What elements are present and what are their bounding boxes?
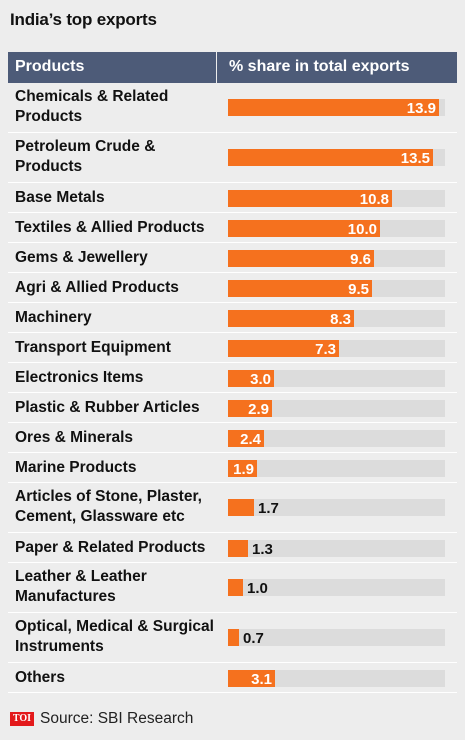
bar <box>228 280 372 297</box>
source-note: Source: SBI Research <box>40 710 194 727</box>
bar <box>228 220 380 237</box>
table-row: Agri & Allied Products 9.5 <box>8 273 457 303</box>
category-label: Gems & Jewellery <box>15 249 148 266</box>
bar-track: 10.8 <box>228 190 445 208</box>
bar <box>228 540 248 557</box>
category-label: Marine Products <box>15 459 137 476</box>
data-label: 2.4 <box>240 431 261 448</box>
bar-track: 0.7 <box>228 629 445 647</box>
category-label: Agri & Allied Products <box>15 279 179 296</box>
table-row: Ores & Minerals 2.4 <box>8 423 457 453</box>
table-row: Machinery 8.3 <box>8 303 457 333</box>
bar-track: 10.0 <box>228 220 445 238</box>
data-label: 9.6 <box>350 251 371 268</box>
category-label: Paper & Related Products <box>15 539 206 556</box>
data-label: 7.3 <box>315 341 336 358</box>
data-label: 13.9 <box>406 100 436 117</box>
data-label: 10.0 <box>347 221 377 238</box>
data-label: 1.9 <box>233 461 254 478</box>
column-header-share: % share in total exports <box>229 58 410 75</box>
column-divider <box>216 52 217 83</box>
table-header: Products % share in total exports <box>8 52 457 83</box>
category-label: Machinery <box>15 309 92 326</box>
data-label: 1.3 <box>252 541 273 558</box>
bar-track: 1.9 <box>228 460 445 478</box>
data-label: 9.5 <box>348 281 369 298</box>
bar-track: 9.6 <box>228 250 445 268</box>
bar-track: 2.4 <box>228 430 445 448</box>
bar-track: 3.0 <box>228 370 445 388</box>
bar <box>228 499 254 516</box>
table-row: Marine Products 1.9 <box>8 453 457 483</box>
toi-logo: TOI <box>10 712 34 726</box>
category-label: Others <box>15 669 65 686</box>
bar <box>228 400 272 417</box>
category-label: Plastic & Rubber Articles <box>15 399 200 416</box>
category-label: Optical, Medical & Surgical Instruments <box>15 618 214 655</box>
bar <box>228 250 374 267</box>
table-row: Base Metals 10.8 <box>8 183 457 213</box>
category-label: Electronics Items <box>15 369 144 386</box>
chart-title: India’s top exports <box>10 10 157 29</box>
table-row: Leather & Leather Manufactures 1.0 <box>8 563 457 613</box>
data-label: 0.7 <box>243 630 264 647</box>
table-row: Transport Equipment 7.3 <box>8 333 457 363</box>
data-label: 2.9 <box>248 401 269 418</box>
table-row: Chemicals & Related Products 13.9 <box>8 83 457 133</box>
bar <box>228 190 392 207</box>
bar-track: 13.5 <box>228 149 445 167</box>
table-row: Electronics Items 3.0 <box>8 363 457 393</box>
bar-track: 1.0 <box>228 579 445 597</box>
bar-track: 9.5 <box>228 280 445 298</box>
table-row: Others 3.1 <box>8 663 457 693</box>
bar <box>228 99 439 116</box>
table-row: Optical, Medical & Surgical Instruments 0… <box>8 613 457 663</box>
data-label: 3.1 <box>251 671 272 688</box>
bar <box>228 370 274 387</box>
table-row: Paper & Related Products 1.3 <box>8 533 457 563</box>
bar <box>228 149 433 166</box>
bar <box>228 340 339 357</box>
table-row: Plastic & Rubber Articles 2.9 <box>8 393 457 423</box>
bar-track: 13.9 <box>228 99 445 117</box>
bar <box>228 670 275 687</box>
bar <box>228 579 243 596</box>
table-row: Articles of Stone, Plaster, Cement, Glas… <box>8 483 457 533</box>
category-label: Ores & Minerals <box>15 429 134 446</box>
category-label: Articles of Stone, Plaster, Cement, Glas… <box>15 488 202 525</box>
category-label: Transport Equipment <box>15 339 171 356</box>
category-label: Textiles & Allied Products <box>15 219 205 236</box>
category-label: Leather & Leather Manufactures <box>15 568 147 605</box>
bar <box>228 430 264 447</box>
bar-track: 1.7 <box>228 499 445 517</box>
bar-track: 2.9 <box>228 400 445 418</box>
bar <box>228 629 239 646</box>
data-label: 13.5 <box>400 150 430 167</box>
bar <box>228 460 257 477</box>
table-row: Textiles & Allied Products 10.0 <box>8 213 457 243</box>
data-label: 8.3 <box>330 311 351 328</box>
bar-track: 1.3 <box>228 540 445 558</box>
category-label: Petroleum Crude & Products <box>15 138 156 175</box>
data-label: 1.0 <box>247 580 268 597</box>
data-label: 10.8 <box>359 191 389 208</box>
bar-track: 3.1 <box>228 670 445 688</box>
data-label: 1.7 <box>258 500 279 517</box>
data-label: 3.0 <box>250 371 271 388</box>
bar <box>228 310 354 327</box>
bar-track: 8.3 <box>228 310 445 328</box>
table-row: Gems & Jewellery 9.6 <box>8 243 457 273</box>
table-row: Petroleum Crude & Products 13.5 <box>8 133 457 183</box>
bar-track: 7.3 <box>228 340 445 358</box>
category-label: Base Metals <box>15 189 105 206</box>
column-header-products: Products <box>15 58 85 75</box>
category-label: Chemicals & Related Products <box>15 88 169 125</box>
